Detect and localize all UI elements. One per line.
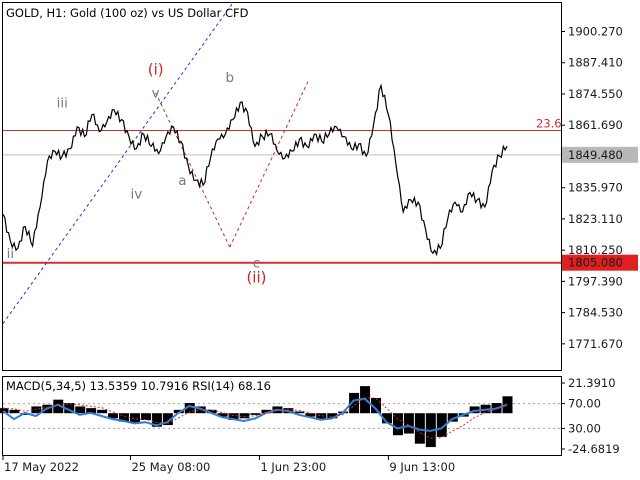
macd-histogram-bar — [140, 413, 151, 420]
wave-label: v — [152, 86, 160, 102]
wave-label: iii — [57, 95, 68, 111]
price-tick-label: 1784.530 — [568, 306, 623, 320]
macd-signal-line — [2, 397, 508, 439]
indicator-tick-label: -24.6819 — [568, 442, 620, 456]
macd-histogram-bar — [316, 413, 327, 420]
macd-histogram-bar — [305, 413, 316, 417]
chart-title: GOLD, H1: Gold (100 oz) vs US Dollar CFD — [6, 6, 249, 20]
price-tick-label: 1823.110 — [568, 212, 623, 226]
macd-histogram-bar — [447, 413, 458, 422]
price-panel-frame — [2, 2, 562, 371]
macd-histogram-bar — [403, 413, 414, 434]
rsi-series-line — [2, 397, 508, 432]
wave-label: iv — [131, 187, 143, 203]
macd-histogram-bar — [119, 413, 130, 422]
price-tick-label: 1835.970 — [568, 181, 623, 195]
wave-label: (ii) — [246, 268, 266, 286]
macd-histogram-bar — [9, 409, 20, 414]
macd-histogram-bar — [381, 413, 392, 424]
price-tick-label: 1771.670 — [568, 337, 623, 351]
macd-histogram-bar — [0, 408, 9, 414]
macd-histogram-bar — [327, 413, 338, 419]
macd-histogram-bar — [206, 409, 217, 414]
time-tick-label: 17 May 2022 — [4, 460, 79, 474]
wave-label: c — [253, 256, 260, 272]
wave-label: (i) — [148, 61, 164, 79]
indicator-title: MACD(5,34,5) 13.5359 10.7916 RSI(14) 68.… — [6, 379, 271, 393]
time-axis: 17 May 2022 25 May 08:00 1 Jun 23:00 9 Jun … — [2, 456, 455, 474]
fib-level-label: 23.6 — [536, 117, 562, 131]
price-tick-label: 1874.550 — [568, 87, 623, 101]
wave-label: ii — [7, 246, 15, 262]
time-tick-label: 25 May 08:00 — [131, 460, 210, 474]
macd-histogram-bar — [436, 413, 447, 437]
price-tick-label: 1810.250 — [568, 243, 623, 257]
macd-histogram-bar — [162, 413, 173, 426]
price-tick-label: 1900.270 — [568, 24, 623, 38]
macd-histogram-bar — [228, 413, 239, 420]
price-tick-label: 1861.690 — [568, 118, 623, 132]
price-tick-label: 1887.410 — [568, 56, 623, 70]
support-price-badge — [562, 254, 638, 271]
macd-histogram-bar — [414, 413, 425, 444]
macd-histogram-bar — [469, 406, 480, 414]
macd-histogram-bar — [294, 411, 305, 414]
macd-histogram-bar — [371, 397, 382, 414]
macd-histogram-bar — [349, 392, 360, 414]
wave-label: b — [226, 70, 235, 86]
macd-histogram-bar — [64, 403, 75, 414]
price-tick-label: 1797.390 — [568, 274, 623, 288]
macd-histogram-bar — [392, 413, 403, 436]
wave-label: a — [178, 173, 186, 189]
macd-histogram-bar — [502, 396, 513, 414]
indicator-layer — [0, 386, 561, 448]
macd-histogram-bar — [75, 406, 86, 414]
macd-histogram-bar — [86, 408, 97, 414]
time-tick-label: 1 Jun 23:00 — [260, 460, 326, 474]
price-series-line — [2, 83, 508, 257]
price-axis: 1900.270 1887.410 1874.550 1861.690 1849.480… — [561, 24, 638, 456]
macd-histogram-bar — [250, 413, 261, 415]
macd-histogram-bar — [53, 399, 64, 414]
trend-line-red-wave-1 — [155, 92, 231, 248]
macd-histogram-bar — [239, 413, 250, 419]
macd-histogram-bar — [151, 413, 162, 427]
current-price-badge — [562, 146, 638, 163]
indicator-tick-label: 30.00 — [568, 421, 601, 435]
trend-line-red-wave-2 — [229, 80, 309, 248]
macd-histogram-bar — [97, 409, 108, 414]
support-price-label: 1805.080 — [568, 256, 623, 270]
indicator-tick-label: 70.00 — [568, 397, 601, 411]
macd-histogram-bar — [108, 413, 119, 419]
current-price-label: 1849.480 — [568, 148, 623, 162]
indicator-tick-label: 21.3910 — [568, 376, 616, 390]
time-tick-label: 9 Jun 13:00 — [389, 460, 455, 474]
macd-histogram-bar — [261, 409, 272, 414]
macd-histogram-bar — [184, 403, 195, 414]
macd-histogram-bar — [217, 413, 228, 417]
macd-histogram-bar — [31, 406, 42, 414]
macd-histogram-bar — [129, 413, 140, 424]
